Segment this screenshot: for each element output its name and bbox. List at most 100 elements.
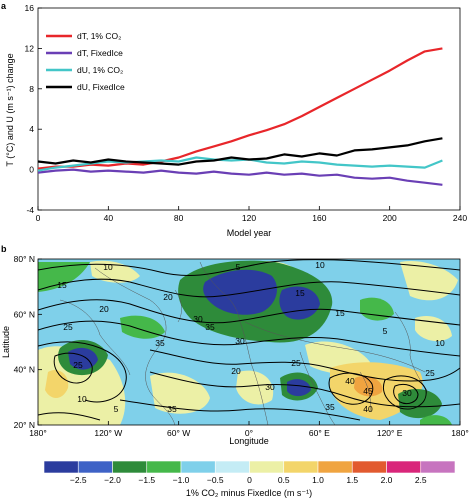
colorbar-tick-label: −1.0 — [173, 475, 190, 485]
legend-label-dt-co2: dT, 1% CO₂ — [77, 31, 121, 41]
contour-label: 30 — [235, 336, 245, 346]
colorbar-tick-label: 0 — [247, 475, 252, 485]
series-line-du-co2 — [37, 156, 443, 172]
colorbar-tick-label: 1.5 — [346, 475, 358, 485]
coastline — [299, 351, 336, 425]
contour — [38, 320, 460, 357]
region-pos — [415, 316, 452, 342]
lon-tick-label: 0° — [245, 428, 253, 438]
x-tick-label: 40 — [104, 213, 114, 223]
panel-b-ylabel: Latitude — [1, 326, 11, 358]
panel-a-series — [37, 47, 443, 186]
colorbar-swatch — [43, 460, 79, 474]
panel-a-legend: dT, 1% CO₂ dT, FixedIce dU, 1% CO₂ dU, F… — [46, 31, 125, 92]
region-pos — [90, 260, 140, 283]
lat-tick-label: 60° N — [14, 309, 35, 319]
contour-label: 30 — [402, 388, 412, 398]
lat-tick-label: 20° N — [14, 420, 35, 430]
lat-tick-label: 40° N — [14, 365, 35, 375]
legend-label-dt-fixedice: dT, FixedIce — [77, 48, 123, 58]
y-tick-label: 12 — [25, 43, 35, 53]
contour — [38, 412, 101, 421]
panel-a-xlabel: Model year — [227, 228, 272, 238]
contour-label: 25 — [291, 358, 301, 368]
y-tick-label: -4 — [26, 205, 34, 215]
colorbar-swatch — [214, 460, 250, 474]
contour — [393, 383, 419, 405]
contour-label: 30 — [265, 382, 275, 392]
contour-lines — [38, 259, 460, 421]
contour-label: 45 — [363, 386, 373, 396]
colorbar-swatch — [146, 460, 182, 474]
panel-a-ylabel: T (°C) and U (m s⁻¹) change — [5, 53, 15, 166]
coastline — [174, 289, 182, 323]
y-tick-label: 0 — [29, 165, 34, 175]
lon-tick-label: 120° E — [377, 428, 403, 438]
contour-label: 30 — [193, 314, 203, 324]
region-neg — [203, 269, 277, 315]
contour-label: 15 — [57, 280, 67, 290]
contour-label: 25 — [63, 322, 73, 332]
colorbar-tick-label: −0.5 — [207, 475, 224, 485]
region-neg — [279, 286, 320, 320]
contour — [119, 399, 361, 421]
contour — [149, 349, 460, 382]
colorbar-swatch — [386, 460, 422, 474]
contour-label: 40 — [363, 404, 373, 414]
contour — [53, 352, 93, 384]
coastline — [59, 299, 131, 376]
lat-tick-label: 80° N — [14, 254, 35, 264]
contour-label: 40 — [345, 376, 355, 386]
x-tick-label: 120 — [242, 213, 256, 223]
region-pos — [400, 260, 458, 301]
colorbar: −2.5 −2.0 −1.5 −1.0 −0.5 0 0.5 1.0 1.5 2.0 2.5 — [43, 460, 456, 485]
region-neg — [420, 415, 452, 425]
colorbar-tick-label: −2.0 — [104, 475, 121, 485]
contour-label: 25 — [425, 368, 435, 378]
contour-label: 10 — [103, 262, 113, 272]
colorbar-swatch — [180, 460, 216, 474]
coastline — [244, 321, 426, 373]
contour-label: 35 — [155, 338, 165, 348]
x-tick-label: 80 — [174, 213, 184, 223]
lon-tick-label: 180° — [451, 428, 469, 438]
panel-a-frame — [37, 7, 461, 211]
colorbar-tick-label: 2.5 — [415, 475, 427, 485]
series-line-dt-co2 — [37, 47, 443, 170]
contour — [38, 259, 460, 276]
coastline — [94, 267, 176, 425]
contour-label: 35 — [205, 322, 215, 332]
contour-label: 15 — [295, 288, 305, 298]
colorbar-swatch — [351, 460, 387, 474]
y-tick-label: 8 — [29, 84, 34, 94]
legend-label-du-fixedice: dU, FixedIce — [77, 82, 125, 92]
contour-label: 20 — [163, 292, 173, 302]
panel-b-axes: 180° 120° W 60° W 0° 60° E 120° E 180°20° N40°… — [14, 254, 469, 438]
contour-label: 5 — [383, 326, 388, 336]
contour-label: 25 — [73, 360, 83, 370]
contour-label: 10 — [77, 394, 87, 404]
region-pos — [38, 346, 126, 425]
contour-label: 35 — [167, 404, 177, 414]
contour — [38, 341, 127, 403]
region-neg — [287, 379, 311, 397]
coastline — [199, 261, 269, 425]
colorbar-swatch — [112, 460, 148, 474]
colorbar-tick-label: −2.5 — [70, 475, 87, 485]
legend-label-du-co2: dU, 1% CO₂ — [77, 65, 123, 75]
region-pos — [45, 369, 69, 398]
colorbar-tick-label: 0.5 — [278, 475, 290, 485]
x-tick-label: 0 — [36, 213, 41, 223]
region-neg — [360, 297, 394, 321]
colorbar-swatch — [77, 460, 113, 474]
region-pos — [354, 375, 383, 397]
colorbar-tick-label: −1.5 — [138, 475, 155, 485]
lon-tick-label: 180° — [29, 428, 47, 438]
contour — [149, 371, 460, 408]
contour — [38, 299, 460, 326]
region-neg — [398, 389, 442, 419]
lon-tick-label: 60° W — [167, 428, 190, 438]
contour-label: 10 — [315, 260, 325, 270]
